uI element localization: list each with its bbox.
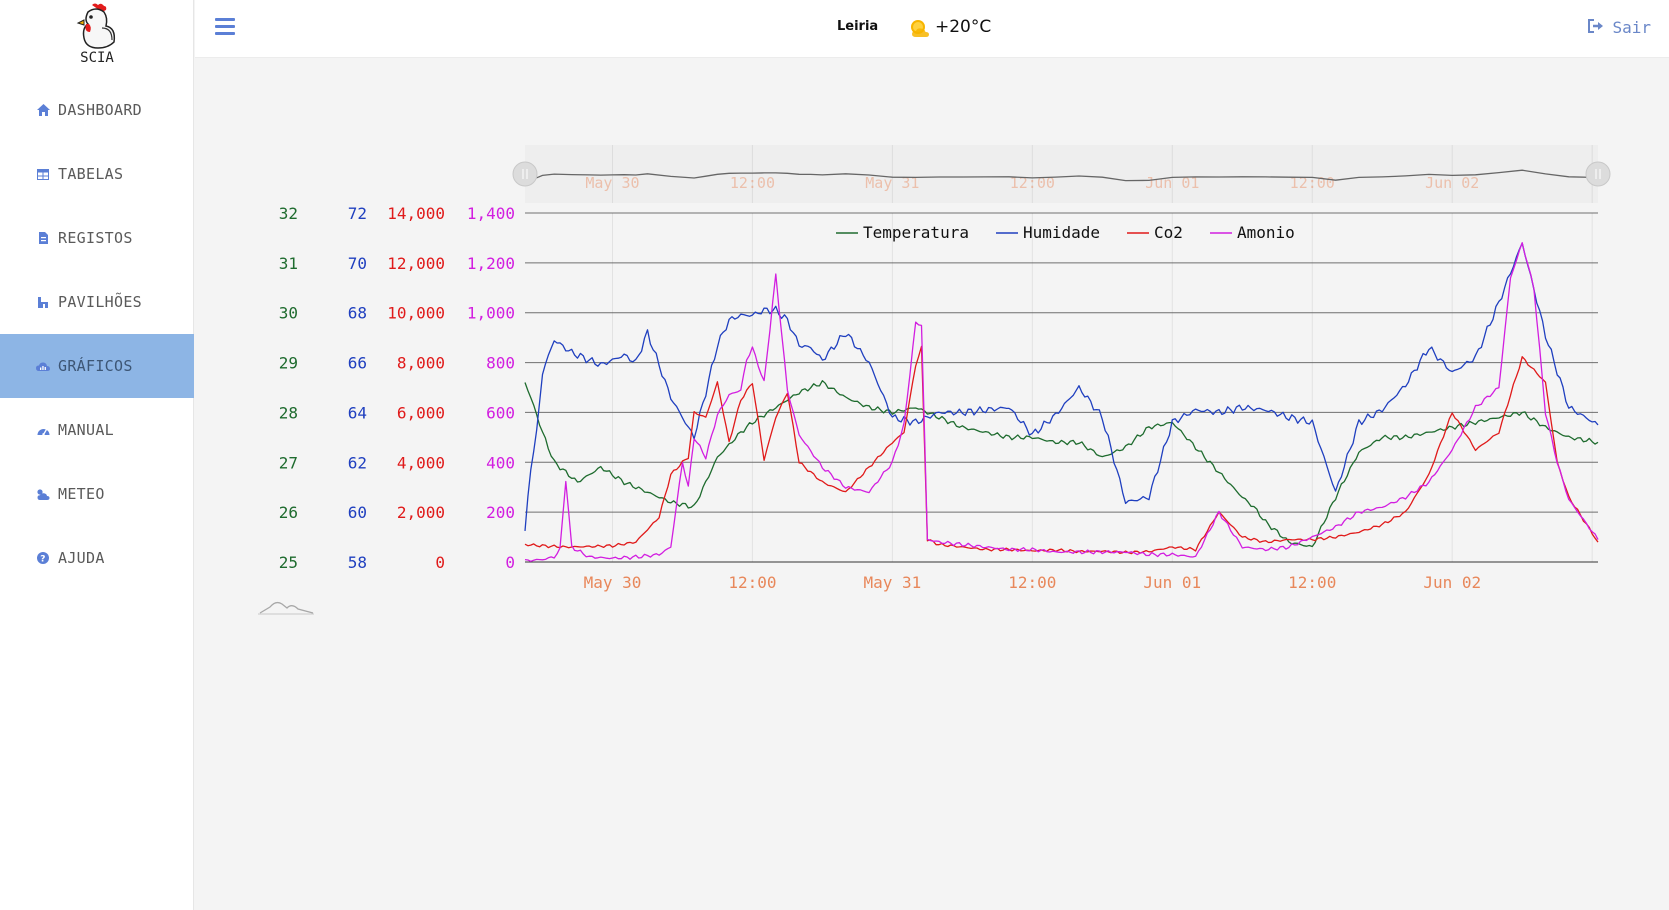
y-axis-tick-label: 25 <box>279 553 298 572</box>
weather-icon <box>36 487 50 501</box>
question-icon: ? <box>36 551 50 565</box>
x-axis-tick-label: Jun 02 <box>1423 573 1481 592</box>
table-icon <box>36 167 50 181</box>
sidebar-item-label: GRÁFICOS <box>58 357 133 375</box>
y-axis-tick-label: 200 <box>486 503 515 522</box>
chart-mountain-icon <box>259 601 314 614</box>
menu-toggle-icon[interactable] <box>215 18 235 36</box>
y-axis-tick-label: 27 <box>279 453 298 472</box>
sidebar-item-dashboard[interactable]: DASHBOARD <box>0 78 194 142</box>
sidebar: SCIA DASHBOARD TABELAS REGISTOS PAVILHÕE… <box>0 0 194 910</box>
navigator-series-line <box>524 169 1599 183</box>
y-axis-tick-label: 60 <box>348 503 367 522</box>
y-axis-tick-label: 4,000 <box>397 453 445 472</box>
y-axis-tick-label: 400 <box>486 453 515 472</box>
weather-city: Leiria <box>837 19 879 34</box>
x-axis-tick-label: 12:00 <box>728 573 776 592</box>
y-axis-tick-label: 58 <box>348 553 367 572</box>
app-name: SCIA <box>80 50 114 66</box>
navigator-tick-label: Jun 02 <box>1425 174 1479 192</box>
navigator-tick-label: May 31 <box>865 174 919 192</box>
y-axis-tick-label: 600 <box>486 403 515 422</box>
sidebar-item-label: METEO <box>58 485 105 503</box>
sidebar-item-tabelas[interactable]: TABELAS <box>0 142 194 206</box>
series-line-temperatura <box>524 380 1599 548</box>
y-axis-tick-label: 12,000 <box>387 254 445 273</box>
navigator-tick-label: May 30 <box>585 174 639 192</box>
legend-entry-amonio: Amonio <box>1237 223 1295 242</box>
y-axis-tick-label: 2,000 <box>397 503 445 522</box>
sidebar-item-pavilhoes[interactable]: PAVILHÕES <box>0 270 194 334</box>
legend-entry-humidade: Humidade <box>1023 223 1100 242</box>
sidebar-item-label: TABELAS <box>58 165 124 183</box>
y-axis-tick-label: 31 <box>279 254 298 273</box>
records-icon <box>36 231 50 245</box>
sidebar-item-label: MANUAL <box>58 421 114 439</box>
tachometer-icon <box>36 423 50 437</box>
sidebar-item-manual[interactable]: MANUAL <box>0 398 194 462</box>
navigator-background <box>525 145 1598 203</box>
navigator-tick-label: 12:00 <box>1010 174 1055 192</box>
y-axis-tick-label: 800 <box>486 354 515 373</box>
top-bar: Leiria +20°C Sair <box>195 0 1669 58</box>
home-icon <box>36 103 50 117</box>
plot-area <box>525 213 1598 562</box>
y-axis-tick-label: 70 <box>348 254 367 273</box>
x-axis-tick-label: May 30 <box>584 573 642 592</box>
y-axis-tick-label: 30 <box>279 304 298 323</box>
y-axis-tick-label: 66 <box>348 354 367 373</box>
logout-button[interactable]: Sair <box>1588 18 1651 37</box>
y-axis-tick-label: 8,000 <box>397 354 445 373</box>
y-axis-tick-label: 0 <box>505 553 515 572</box>
y-axis-tick-label: 0 <box>435 553 445 572</box>
sidebar-item-meteo[interactable]: METEO <box>0 462 194 526</box>
x-axis-tick-label: 12:00 <box>1008 573 1056 592</box>
y-axis-tick-label: 62 <box>348 453 367 472</box>
sign-out-icon <box>1588 18 1604 37</box>
y-axis-tick-label: 26 <box>279 503 298 522</box>
series-line-co2 <box>524 345 1599 555</box>
y-axis-tick-label: 10,000 <box>387 304 445 323</box>
x-axis-tick-label: Jun 01 <box>1143 573 1201 592</box>
y-axis-tick-label: 1,200 <box>467 254 515 273</box>
sidebar-item-registos[interactable]: REGISTOS <box>0 206 194 270</box>
sun-cloud-icon <box>911 20 929 37</box>
legend-entry-co2: Co2 <box>1154 223 1183 242</box>
y-axis-tick-label: 32 <box>279 204 298 223</box>
logout-label: Sair <box>1612 18 1651 37</box>
navigator-tick-label: 12:00 <box>730 174 775 192</box>
logo[interactable]: SCIA <box>0 0 194 72</box>
y-axis-tick-label: 28 <box>279 403 298 422</box>
sidebar-item-graficos[interactable]: GRÁFICOS <box>0 334 194 398</box>
building-icon <box>36 295 50 309</box>
y-axis-tick-label: 72 <box>348 204 367 223</box>
svg-text:?: ? <box>40 554 46 564</box>
x-axis-tick-label: May 31 <box>863 573 921 592</box>
y-axis-tick-label: 29 <box>279 354 298 373</box>
navigator-handle[interactable] <box>1585 161 1611 187</box>
y-axis-tick-label: 14,000 <box>387 204 445 223</box>
x-axis-tick-label: 12:00 <box>1288 573 1336 592</box>
y-axis-tick-label: 1,400 <box>467 204 515 223</box>
sidebar-item-label: AJUDA <box>58 549 105 567</box>
legend-entry-temperatura: Temperatura <box>863 223 969 242</box>
sidebar-item-label: DASHBOARD <box>58 101 142 119</box>
series-line-amonio <box>524 242 1599 562</box>
sidebar-item-label: REGISTOS <box>58 229 133 247</box>
navigator-handle[interactable] <box>512 161 538 187</box>
sidebar-item-ajuda[interactable]: ? AJUDA <box>0 526 194 590</box>
y-axis-tick-label: 6,000 <box>397 403 445 422</box>
y-axis-tick-label: 68 <box>348 304 367 323</box>
rooster-logo-icon <box>76 3 116 49</box>
sidebar-item-label: PAVILHÕES <box>58 293 142 311</box>
weather-temperature: +20°C <box>935 17 992 37</box>
series-line-humidade <box>524 242 1599 531</box>
y-axis-tick-label: 64 <box>348 403 367 422</box>
y-axis-tick-label: 1,000 <box>467 304 515 323</box>
cloud-chart-icon <box>36 359 50 373</box>
